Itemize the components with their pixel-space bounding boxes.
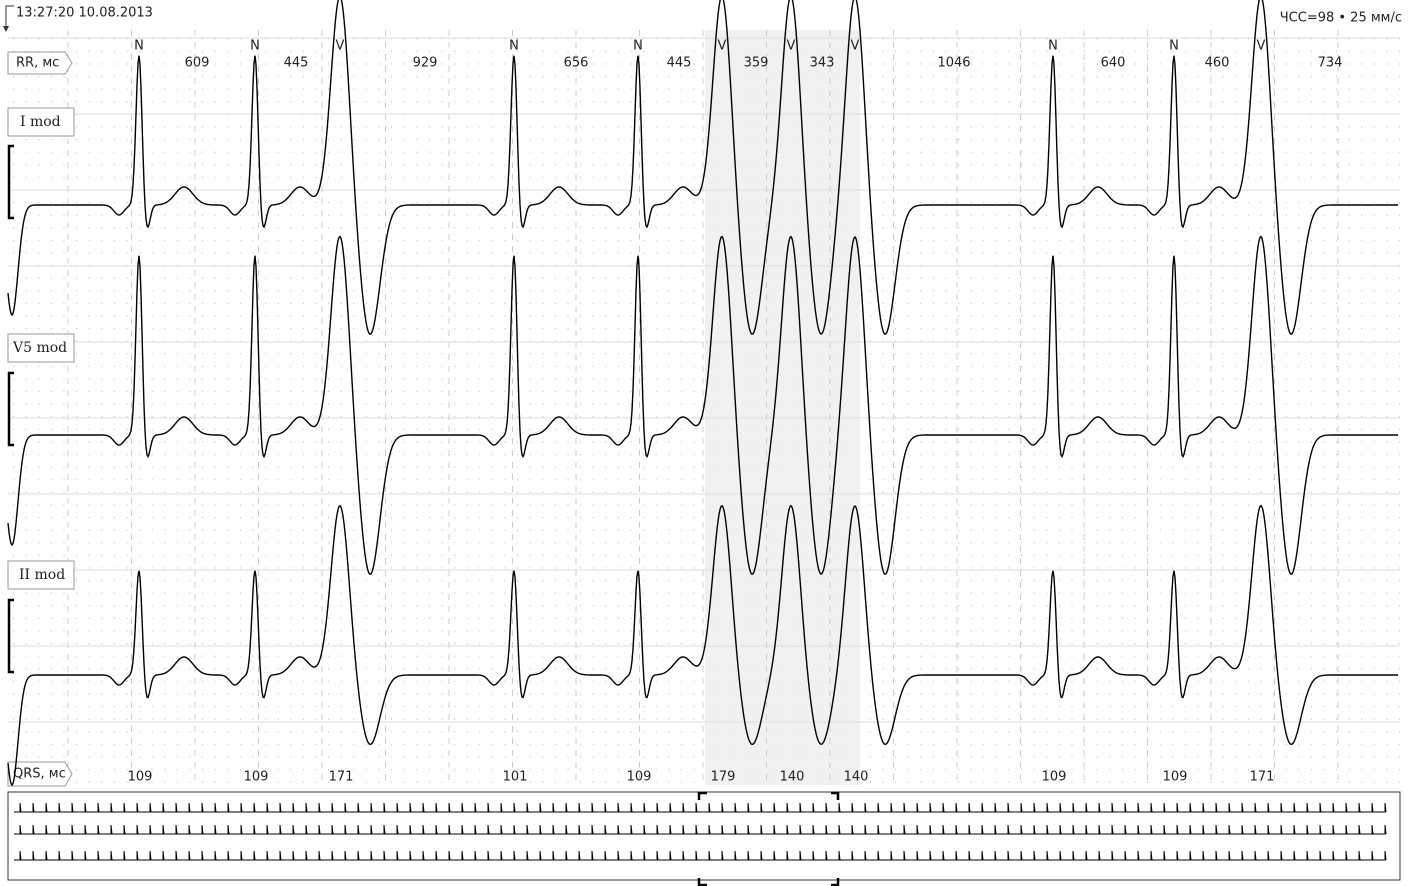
beat-type: V — [336, 39, 345, 54]
beat-labels: N 609 109 N 445 109 V 929 171 N 656 101 N 445 109 V 359 1… — [128, 39, 1343, 785]
rr-interval: 929 — [413, 56, 438, 71]
rr-interval: 734 — [1318, 56, 1343, 71]
time-marker — [5, 5, 14, 30]
lead-label-box[interactable] — [7, 560, 75, 590]
grid — [8, 30, 1400, 785]
lead-label[interactable]: I mod — [20, 114, 61, 130]
ecg-trace — [7, 504, 1398, 787]
qrs-duration: 109 — [627, 770, 652, 785]
overview-trace — [14, 850, 1387, 861]
qrs-duration: 140 — [844, 770, 869, 785]
timestamp: 13:27:20 10.08.2013 — [16, 6, 153, 21]
qrs-duration: 109 — [128, 770, 153, 785]
qrs-duration: 171 — [329, 770, 354, 785]
overview-trace — [14, 824, 1387, 835]
qrs-duration: 101 — [503, 770, 528, 785]
overview-trace — [14, 802, 1387, 813]
row-label-box — [7, 761, 73, 787]
rr-interval: 460 — [1205, 56, 1230, 71]
qrs-duration: 140 — [780, 770, 805, 785]
lead-label-box[interactable] — [7, 107, 75, 137]
qrs-duration: 109 — [1042, 770, 1067, 785]
lead-label[interactable]: V5 mod — [12, 340, 67, 356]
beat-type: N — [509, 39, 519, 54]
qrs-duration: 109 — [1163, 770, 1188, 785]
rr-interval: 1046 — [937, 56, 970, 71]
qrs-duration: 179 — [711, 770, 736, 785]
lead-label-box[interactable] — [7, 333, 75, 363]
time-marker-arrow — [3, 26, 9, 32]
rr-interval: 656 — [564, 56, 589, 71]
row-label: RR, мс — [16, 56, 59, 71]
beat-type: V — [1257, 39, 1266, 54]
qrs-duration: 109 — [244, 770, 269, 785]
beat-type: N — [134, 39, 144, 54]
qrs-duration: 171 — [1250, 770, 1275, 785]
rr-interval: 445 — [284, 56, 309, 71]
rr-interval: 359 — [744, 56, 769, 71]
beat-type: N — [1048, 39, 1058, 54]
overview-traces — [14, 802, 1387, 861]
rr-interval: 343 — [810, 56, 835, 71]
ecg-trace — [7, 0, 1398, 336]
status: ЧСС=98 • 25 мм/с — [1280, 11, 1402, 26]
beat-type: N — [633, 39, 643, 54]
lead-label[interactable]: II mod — [19, 567, 65, 583]
beat-type: V — [851, 39, 860, 54]
rr-interval: 445 — [667, 56, 692, 71]
overview-strip[interactable] — [7, 791, 1401, 881]
row-label-box — [7, 51, 73, 75]
beat-type: V — [787, 39, 796, 54]
row-label: QRS, мс — [13, 767, 66, 782]
beat-type: N — [1169, 39, 1179, 54]
ecg-trace — [7, 235, 1398, 576]
overview-window[interactable] — [697, 791, 840, 886]
beat-type: N — [250, 39, 260, 54]
waveforms — [7, 0, 1398, 787]
calibration — [7, 144, 14, 674]
selection-band — [705, 30, 860, 785]
rr-interval: 640 — [1101, 56, 1126, 71]
rr-interval: 609 — [185, 56, 210, 71]
beat-type: V — [718, 39, 727, 54]
